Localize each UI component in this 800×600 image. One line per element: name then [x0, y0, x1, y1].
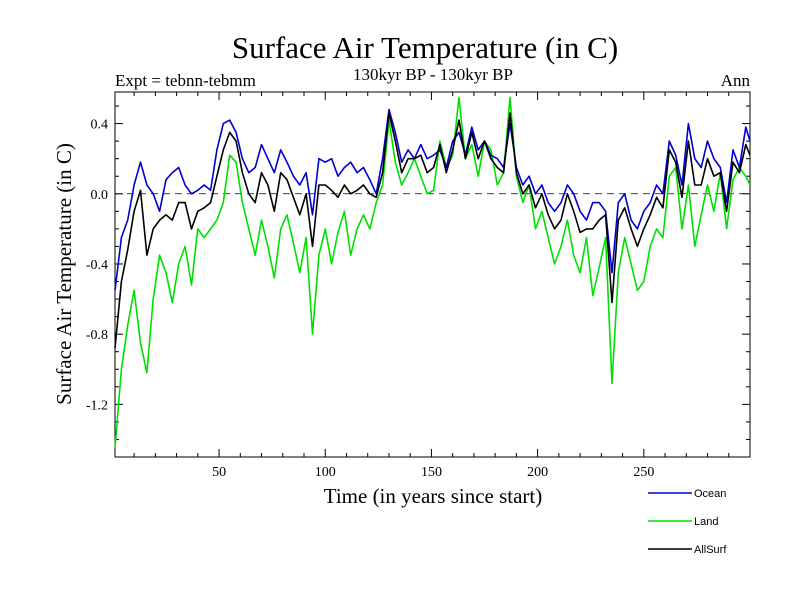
chart-title: Surface Air Temperature (in C) — [232, 30, 618, 65]
period-label: Ann — [721, 71, 751, 90]
y-tick-label: -0.4 — [86, 258, 108, 273]
expt-label: Expt = tebnn-tebmm — [115, 71, 256, 90]
tick-labels: 50 100 150 200 250 0.4 0.0 -0.4 -0.8 -1.2 — [86, 118, 654, 480]
y-tick-label: -1.2 — [86, 398, 108, 413]
y-tick-label: 0.0 — [91, 188, 109, 203]
x-tick-label: 250 — [633, 465, 654, 480]
y-tick-label: 0.4 — [91, 118, 109, 133]
series-line-allsurf — [114, 112, 751, 349]
x-tick-label: 200 — [527, 465, 548, 480]
y-axis-label: Surface Air Temperature (in C) — [52, 143, 76, 405]
legend-label-ocean: Ocean — [694, 488, 726, 500]
chart-subtitle: 130kyr BP - 130kyr BP — [353, 65, 513, 84]
series-line-ocean — [114, 108, 751, 291]
series-lines — [114, 96, 751, 449]
x-tick-label: 150 — [421, 465, 442, 480]
axis-ticks — [115, 92, 750, 457]
y-tick-label: -0.8 — [86, 328, 108, 343]
legend-label-allsurf: AllSurf — [694, 544, 727, 556]
legend: Ocean Land AllSurf — [648, 488, 727, 556]
x-tick-label: 100 — [315, 465, 336, 480]
legend-label-land: Land — [694, 516, 718, 528]
plot-frame — [114, 91, 751, 458]
x-tick-label: 50 — [212, 465, 226, 480]
series-line-land — [114, 96, 751, 449]
x-axis-label: Time (in years since start) — [324, 484, 543, 508]
